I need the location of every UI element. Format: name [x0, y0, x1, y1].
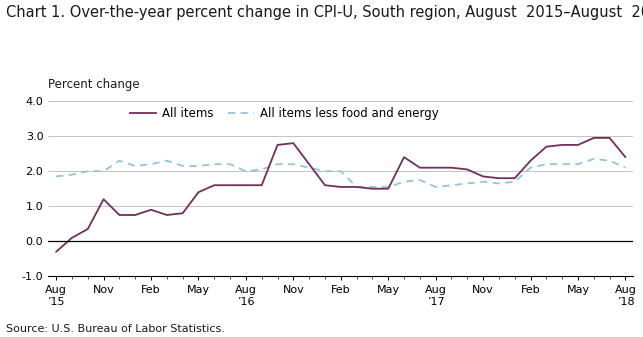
All items	[226, 183, 234, 187]
All items	[464, 167, 471, 172]
All items	[511, 176, 519, 180]
All items less food and energy	[179, 164, 186, 168]
All items less food and energy	[558, 162, 566, 166]
Text: Source: U.S. Bureau of Labor Statistics.: Source: U.S. Bureau of Labor Statistics.	[6, 324, 225, 334]
All items	[274, 143, 282, 147]
All items	[258, 183, 266, 187]
All items less food and energy	[622, 166, 629, 170]
All items less food and energy	[448, 183, 455, 187]
All items	[558, 143, 566, 147]
All items less food and energy	[68, 173, 76, 177]
All items	[131, 213, 139, 217]
All items less food and energy	[574, 162, 582, 166]
All items less food and energy	[400, 180, 408, 184]
Line: All items: All items	[56, 138, 626, 252]
All items less food and energy	[242, 169, 249, 173]
All items less food and energy	[163, 159, 170, 163]
All items	[337, 185, 345, 189]
All items	[179, 211, 186, 215]
All items less food and energy	[289, 162, 297, 166]
All items less food and energy	[116, 159, 123, 163]
All items	[622, 155, 629, 159]
All items less food and energy	[511, 180, 519, 184]
All items less food and energy	[305, 166, 313, 170]
All items	[68, 236, 76, 240]
All items	[495, 176, 503, 180]
All items	[116, 213, 123, 217]
All items	[84, 227, 91, 231]
All items less food and energy	[495, 181, 503, 185]
All items	[147, 208, 155, 212]
All items	[163, 213, 170, 217]
All items	[242, 183, 249, 187]
All items less food and energy	[131, 164, 139, 168]
Text: Chart 1. Over-the-year percent change in CPI-U, South region, August  2015–Augus: Chart 1. Over-the-year percent change in…	[6, 5, 643, 20]
All items less food and energy	[321, 169, 329, 173]
All items less food and energy	[606, 159, 613, 163]
All items	[479, 175, 487, 179]
All items less food and energy	[368, 185, 376, 189]
All items	[574, 143, 582, 147]
Text: Percent change: Percent change	[48, 78, 140, 91]
All items less food and energy	[147, 162, 155, 166]
All items	[305, 162, 313, 166]
All items less food and energy	[84, 169, 91, 173]
All items less food and energy	[432, 185, 440, 189]
All items	[353, 185, 361, 189]
All items	[400, 155, 408, 159]
All items	[385, 187, 392, 191]
All items less food and energy	[226, 162, 234, 166]
All items less food and energy	[416, 178, 424, 182]
All items	[606, 136, 613, 140]
All items less food and energy	[52, 175, 60, 179]
All items less food and energy	[210, 162, 218, 166]
All items less food and energy	[337, 169, 345, 173]
All items less food and energy	[258, 167, 266, 172]
All items	[527, 159, 534, 163]
All items	[210, 183, 218, 187]
All items less food and energy	[527, 166, 534, 170]
All items	[368, 187, 376, 191]
All items less food and energy	[590, 157, 598, 161]
All items less food and energy	[479, 180, 487, 184]
All items less food and energy	[274, 162, 282, 166]
All items less food and energy	[353, 185, 361, 189]
All items	[289, 141, 297, 145]
All items	[448, 166, 455, 170]
Legend: All items, All items less food and energy: All items, All items less food and energ…	[130, 107, 439, 120]
All items	[543, 145, 550, 149]
All items	[590, 136, 598, 140]
All items	[416, 166, 424, 170]
All items	[432, 166, 440, 170]
Line: All items less food and energy: All items less food and energy	[56, 159, 626, 187]
All items less food and energy	[195, 164, 203, 168]
All items	[321, 183, 329, 187]
All items less food and energy	[385, 185, 392, 189]
All items	[52, 250, 60, 254]
All items less food and energy	[464, 181, 471, 185]
All items	[195, 190, 203, 194]
All items less food and energy	[543, 162, 550, 166]
All items	[100, 197, 107, 201]
All items less food and energy	[100, 169, 107, 173]
